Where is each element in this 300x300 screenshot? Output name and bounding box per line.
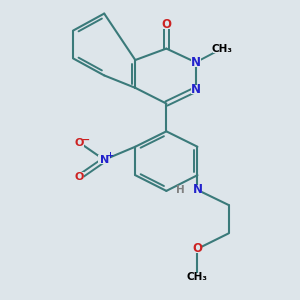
Text: +: +	[106, 152, 113, 160]
FancyBboxPatch shape	[98, 155, 110, 164]
Text: O: O	[75, 172, 84, 182]
Text: N: N	[192, 183, 203, 196]
Text: O: O	[161, 17, 171, 31]
Text: O: O	[75, 138, 84, 148]
FancyBboxPatch shape	[193, 244, 202, 254]
FancyBboxPatch shape	[162, 20, 171, 28]
FancyBboxPatch shape	[213, 44, 231, 53]
Text: CH₃: CH₃	[187, 272, 208, 282]
FancyBboxPatch shape	[75, 138, 84, 147]
Text: −: −	[82, 134, 90, 145]
FancyBboxPatch shape	[75, 172, 84, 182]
Text: N: N	[100, 155, 109, 165]
FancyBboxPatch shape	[188, 273, 206, 282]
FancyBboxPatch shape	[193, 185, 202, 195]
Text: CH₃: CH₃	[212, 44, 233, 54]
FancyBboxPatch shape	[191, 85, 201, 94]
FancyBboxPatch shape	[191, 58, 201, 67]
Text: H: H	[176, 185, 185, 195]
Text: N: N	[191, 83, 201, 96]
Text: N: N	[191, 56, 201, 69]
Text: O: O	[192, 242, 203, 255]
